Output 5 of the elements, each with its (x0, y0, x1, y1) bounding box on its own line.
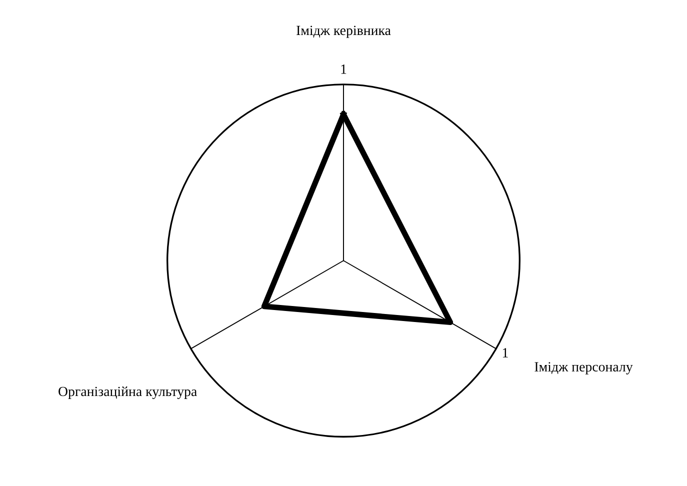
spoke-label: Організаційна культура (58, 386, 197, 400)
text: 1 (341, 64, 346, 74)
spoke-label: Імідж керівника (296, 26, 391, 38)
text: 1 (502, 348, 508, 358)
spoke-label: Імідж персоналу (534, 362, 633, 374)
